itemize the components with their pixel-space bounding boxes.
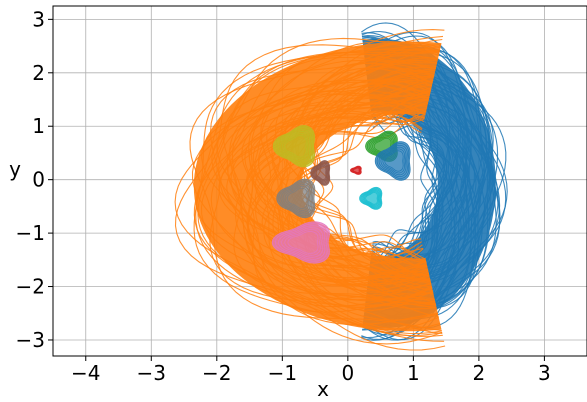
trajectory-line [297, 103, 429, 264]
loop-line [380, 146, 407, 176]
loop-line [363, 191, 379, 206]
series-1-trajectories [174, 29, 446, 351]
series-4-loop [374, 141, 411, 181]
loop-line [384, 150, 404, 172]
loop-line [276, 178, 316, 219]
loop-line [315, 165, 327, 180]
y-tick-label: 1 [32, 114, 45, 138]
series-8-loop [359, 186, 383, 210]
x-tick-label: −3 [137, 361, 166, 385]
loop-line [374, 141, 411, 181]
loop-line [361, 188, 381, 208]
y-axis-label: y [9, 157, 21, 181]
loop-line [376, 142, 410, 179]
y-tick-label: 0 [32, 168, 45, 192]
trajectory-line [370, 115, 438, 263]
loop-line [311, 161, 330, 185]
loop-line [271, 221, 330, 264]
plot-frame [52, 5, 587, 357]
y-tick-label: −1 [16, 221, 45, 245]
x-axis-label: x [317, 377, 329, 401]
loop-line [286, 187, 308, 210]
loop-line [313, 163, 328, 183]
loop-line [359, 186, 383, 210]
series-9-loop [271, 221, 330, 264]
x-tick-label: −1 [268, 361, 297, 385]
x-tick-label: 3 [538, 361, 551, 385]
loop-line [350, 166, 362, 175]
loop-line [278, 225, 326, 260]
x-tick-label: 2 [473, 361, 486, 385]
loop-fill [276, 179, 315, 218]
plot-marks [174, 22, 508, 351]
series-7-loop [276, 178, 316, 219]
loop-line [312, 162, 329, 184]
loop-line [274, 223, 328, 262]
loop-line [349, 165, 362, 175]
loop-line [284, 135, 307, 158]
x-axis-ticks: −4 −3 −2 −1 0 1 2 3 [71, 356, 551, 385]
y-tick-label: −3 [16, 328, 45, 352]
loop-line [314, 164, 328, 182]
loop-fill [375, 141, 411, 181]
y-tick-label: −2 [16, 275, 45, 299]
loop-line [281, 227, 323, 258]
x-tick-label: −4 [71, 361, 100, 385]
loop-line [365, 192, 378, 205]
loop-line [279, 130, 310, 162]
loop-line [277, 129, 312, 164]
y-tick-label: 2 [32, 61, 45, 85]
series-2-loop [272, 125, 316, 168]
y-tick-label: 3 [32, 7, 45, 31]
loop-line [352, 167, 360, 174]
loop-line [272, 125, 316, 168]
loop-line [281, 132, 309, 160]
loop-line [280, 182, 313, 215]
series-5-loop [310, 160, 331, 186]
loop-fill [272, 221, 330, 264]
x-tick-label: 1 [407, 361, 420, 385]
loop-fill [273, 125, 315, 167]
loop-line [275, 127, 314, 166]
series-6-loop [349, 165, 362, 175]
trajectory-density [193, 41, 442, 332]
loop-line [284, 185, 310, 211]
loop-line [362, 189, 380, 207]
loop-line [378, 144, 408, 178]
loop-line [278, 180, 314, 217]
y-axis-ticks: −3 −2 −1 0 1 2 3 [16, 7, 53, 352]
loop-line [284, 229, 321, 256]
loop-line [282, 184, 311, 213]
loop-line [287, 231, 319, 254]
loop-line [310, 160, 331, 186]
x-tick-label: 0 [341, 361, 354, 385]
loop-line [382, 148, 406, 174]
x-tick-label: −2 [202, 361, 231, 385]
loop-line [360, 188, 382, 209]
trajectory-line [174, 37, 443, 345]
